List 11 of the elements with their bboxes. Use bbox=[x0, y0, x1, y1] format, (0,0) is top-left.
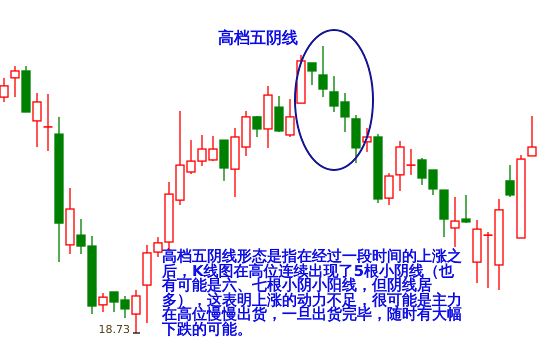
annotation: 18.73 bbox=[98, 323, 130, 336]
candlestick bbox=[65, 187, 75, 255]
chart-title: 高档五阴线 bbox=[218, 28, 298, 47]
candlestick bbox=[54, 116, 64, 263]
candlestick bbox=[472, 219, 482, 284]
candlestick bbox=[494, 198, 504, 291]
annotation: 高档五阴线形态是指在经过一段时间的上涨之后，K线图在高位连续出现了5根小阴线（也有可能是六、七根小阴小阳线，但阴线居多），这表明上涨的动力不足，很可能是主力在高位慢慢出货，一旦出货完毕，随时有大幅下跌的可能。 bbox=[162, 247, 463, 337]
candlestick bbox=[263, 85, 273, 149]
candlestick bbox=[42, 93, 54, 152]
candlestick bbox=[406, 148, 416, 176]
candlestick bbox=[450, 196, 460, 248]
